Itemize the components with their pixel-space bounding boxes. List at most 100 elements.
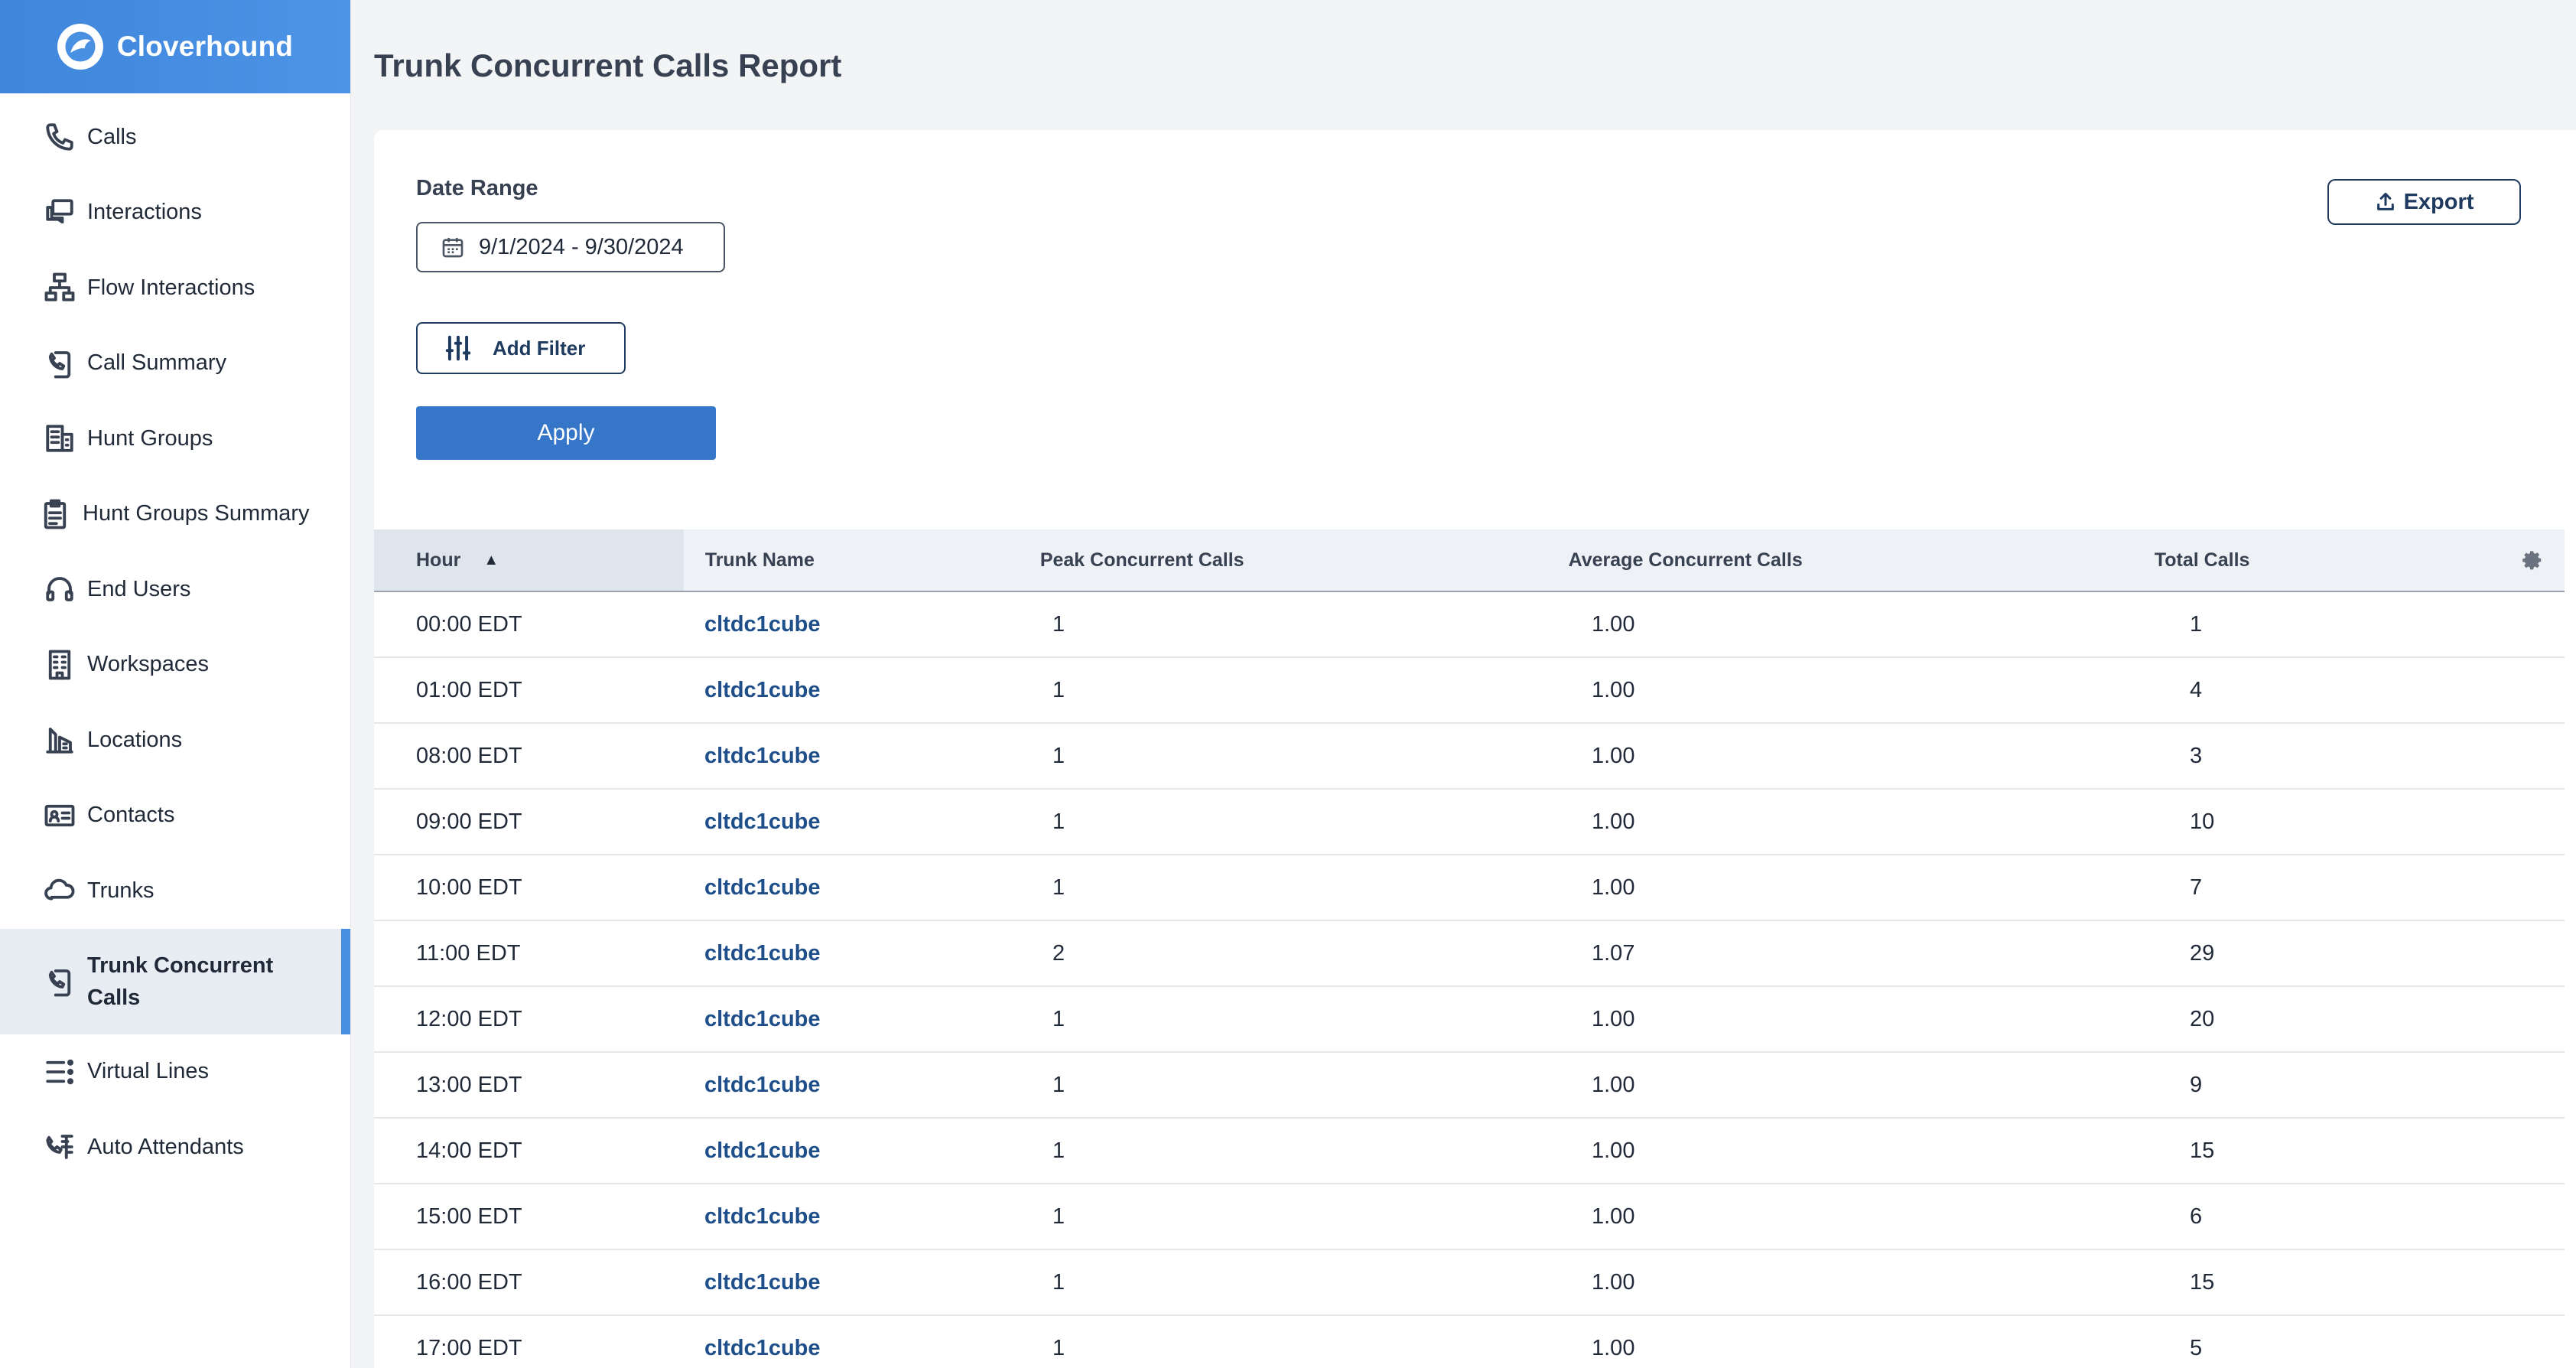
cell-average: 1.00 (1592, 809, 1635, 834)
cell-peak: 1 (1052, 875, 1065, 900)
date-range-value: 9/1/2024 - 9/30/2024 (479, 234, 684, 259)
column-header-average-concurrent-calls[interactable]: Average Concurrent Calls (1568, 549, 1803, 571)
sidebar-item-label: Contacts (87, 803, 175, 828)
table-row: 10:00 EDT cltdc1cube 1 1.00 7 (374, 855, 2565, 921)
clipboard-icon (38, 497, 72, 531)
sidebar-item-end-users[interactable]: End Users (0, 552, 350, 627)
sidebar-item-label: Calls (87, 124, 137, 149)
cell-hour: 16:00 EDT (416, 1269, 522, 1295)
column-header-peak-concurrent-calls[interactable]: Peak Concurrent Calls (1039, 549, 1244, 571)
trunk-name-link[interactable]: cltdc1cube (704, 1335, 821, 1360)
cell-average: 1.00 (1592, 743, 1635, 768)
main-content: Trunk Concurrent Calls Report Date Range… (351, 0, 2576, 1368)
cell-hour: 15:00 EDT (416, 1204, 522, 1229)
sidebar-item-calls[interactable]: Calls (0, 99, 350, 175)
column-header-trunk-name[interactable]: Trunk Name (704, 549, 815, 571)
table-body: 00:00 EDT cltdc1cube 1 1.00 1 01:00 EDT … (374, 592, 2565, 1368)
cell-total: 3 (2190, 743, 2203, 768)
cell-peak: 1 (1052, 1335, 1065, 1360)
sidebar: Cloverhound Calls Interactions Flow Inte… (0, 0, 351, 1368)
cell-peak: 1 (1052, 611, 1065, 637)
cell-total: 6 (2190, 1204, 2203, 1229)
trunk-name-link[interactable]: cltdc1cube (704, 809, 821, 834)
trunk-name-link[interactable]: cltdc1cube (704, 1269, 821, 1295)
sidebar-item-flow-interactions[interactable]: Flow Interactions (0, 250, 350, 326)
trunk-name-link[interactable]: cltdc1cube (704, 611, 821, 637)
cell-hour: 13:00 EDT (416, 1072, 522, 1097)
gear-icon (2522, 551, 2542, 570)
add-filter-button[interactable]: Add Filter (416, 322, 626, 374)
auto-attendant-icon (43, 1130, 76, 1164)
cell-peak: 1 (1052, 1006, 1065, 1031)
table-row: 15:00 EDT cltdc1cube 1 1.00 6 (374, 1184, 2565, 1250)
date-range-label: Date Range (416, 176, 538, 200)
building-icon (43, 422, 76, 455)
brand-header[interactable]: Cloverhound (0, 0, 350, 93)
sidebar-item-call-summary[interactable]: Call Summary (0, 326, 350, 402)
table-row: 09:00 EDT cltdc1cube 1 1.00 10 (374, 790, 2565, 855)
table-settings-button[interactable] (2522, 549, 2565, 571)
cell-total: 7 (2190, 875, 2203, 900)
flow-icon (43, 271, 76, 305)
trunk-name-link[interactable]: cltdc1cube (704, 1204, 821, 1229)
cell-hour: 01:00 EDT (416, 677, 522, 702)
page-title: Trunk Concurrent Calls Report (374, 47, 842, 83)
list-icon (43, 1055, 76, 1089)
trunk-name-link[interactable]: cltdc1cube (704, 1006, 821, 1031)
cell-hour: 17:00 EDT (416, 1335, 522, 1360)
sidebar-item-virtual-lines[interactable]: Virtual Lines (0, 1034, 350, 1110)
sidebar-item-hunt-groups[interactable]: Hunt Groups (0, 401, 350, 477)
sidebar-item-trunk-concurrent-calls[interactable]: Trunk Concurrent Calls (0, 928, 350, 1034)
sort-ascending-icon: ▲ (483, 551, 499, 568)
sidebar-item-auto-attendants[interactable]: Auto Attendants (0, 1109, 350, 1185)
table-row: 00:00 EDT cltdc1cube 1 1.00 1 (374, 592, 2565, 658)
cell-peak: 1 (1052, 1269, 1065, 1295)
apply-button[interactable]: Apply (416, 406, 716, 460)
sidebar-item-label: Auto Attendants (87, 1134, 244, 1159)
column-header-total-calls[interactable]: Total Calls (2154, 549, 2250, 571)
cell-average: 1.00 (1592, 1269, 1635, 1295)
cell-total: 1 (2190, 611, 2203, 637)
sidebar-item-workspaces[interactable]: Workspaces (0, 627, 350, 703)
sidebar-item-contacts[interactable]: Contacts (0, 778, 350, 854)
cell-average: 1.00 (1592, 611, 1635, 637)
cell-total: 15 (2190, 1138, 2215, 1163)
sidebar-item-label: Flow Interactions (87, 275, 255, 300)
cell-total: 10 (2190, 809, 2215, 834)
cell-total: 20 (2190, 1006, 2215, 1031)
sidebar-item-hunt-groups-summary[interactable]: Hunt Groups Summary (0, 477, 350, 552)
trunk-name-link[interactable]: cltdc1cube (704, 677, 821, 702)
sidebar-item-trunks[interactable]: Trunks (0, 853, 350, 929)
cell-peak: 1 (1052, 677, 1065, 702)
export-button[interactable]: Export (2327, 179, 2521, 225)
sidebar-item-locations[interactable]: Locations (0, 702, 350, 778)
cell-hour: 11:00 EDT (416, 940, 521, 966)
trunk-name-link[interactable]: cltdc1cube (704, 940, 821, 966)
cell-hour: 00:00 EDT (416, 611, 522, 637)
cell-total: 15 (2190, 1269, 2215, 1295)
trunk-name-link[interactable]: cltdc1cube (704, 743, 821, 768)
column-header-hour[interactable]: Hour ▲ (374, 529, 684, 591)
trunk-name-link[interactable]: cltdc1cube (704, 1138, 821, 1163)
cell-total: 5 (2190, 1335, 2203, 1360)
cell-peak: 2 (1052, 940, 1065, 966)
sidebar-item-interactions[interactable]: Interactions (0, 175, 350, 251)
table-row: 13:00 EDT cltdc1cube 1 1.00 9 (374, 1053, 2565, 1119)
phone-icon (43, 120, 76, 154)
sidebar-item-label: Interactions (87, 200, 202, 225)
report-card: Date Range 9/1/2024 - 9/30/2024 Add Filt… (374, 130, 2576, 1368)
cell-average: 1.00 (1592, 1335, 1635, 1360)
cell-total: 29 (2190, 940, 2215, 966)
table-row: 17:00 EDT cltdc1cube 1 1.00 5 (374, 1316, 2565, 1368)
date-range-picker[interactable]: 9/1/2024 - 9/30/2024 (416, 222, 725, 272)
cell-hour: 08:00 EDT (416, 743, 522, 768)
trunk-name-link[interactable]: cltdc1cube (704, 1072, 821, 1097)
table-row: 11:00 EDT cltdc1cube 2 1.07 29 (374, 921, 2565, 987)
trunk-name-link[interactable]: cltdc1cube (704, 875, 821, 900)
cell-hour: 14:00 EDT (416, 1138, 522, 1163)
sidebar-item-label: Trunks (87, 878, 154, 903)
sidebar-item-label: Call Summary (87, 350, 227, 376)
location-icon (43, 723, 76, 757)
sidebar-item-label: Hunt Groups Summary (83, 501, 310, 526)
cell-average: 1.00 (1592, 677, 1635, 702)
